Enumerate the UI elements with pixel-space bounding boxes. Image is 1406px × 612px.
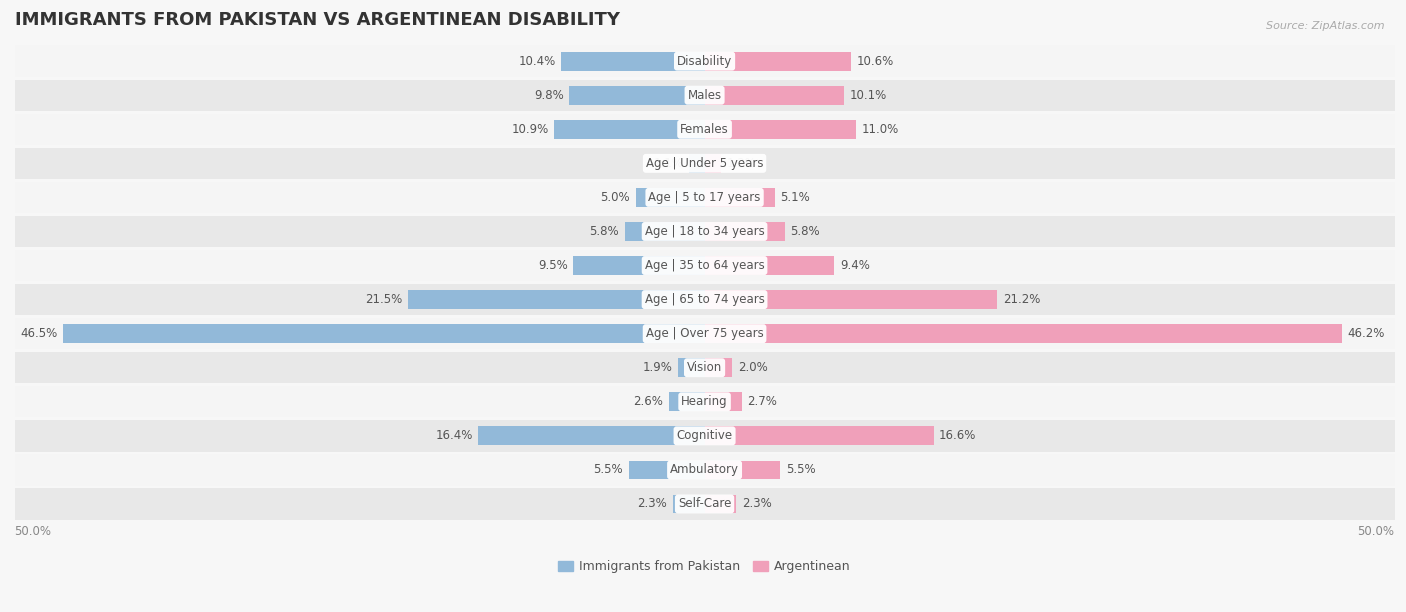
Text: Age | 65 to 74 years: Age | 65 to 74 years — [644, 293, 765, 306]
Bar — [704, 52, 851, 70]
Bar — [704, 256, 834, 275]
Bar — [561, 52, 704, 70]
Bar — [636, 188, 704, 207]
Text: 2.0%: 2.0% — [738, 361, 768, 374]
Bar — [704, 392, 742, 411]
Bar — [14, 182, 1395, 213]
Text: Hearing: Hearing — [682, 395, 728, 408]
Text: 1.9%: 1.9% — [643, 361, 673, 374]
Bar — [704, 222, 785, 241]
Text: 9.5%: 9.5% — [538, 259, 568, 272]
Text: 5.8%: 5.8% — [589, 225, 619, 238]
Text: 5.8%: 5.8% — [790, 225, 820, 238]
Bar — [574, 256, 704, 275]
Bar — [14, 386, 1395, 417]
Text: Disability: Disability — [676, 54, 733, 68]
Text: IMMIGRANTS FROM PAKISTAN VS ARGENTINEAN DISABILITY: IMMIGRANTS FROM PAKISTAN VS ARGENTINEAN … — [14, 11, 620, 29]
Bar — [14, 250, 1395, 281]
Bar — [14, 454, 1395, 485]
Text: 46.5%: 46.5% — [20, 327, 58, 340]
Text: 21.5%: 21.5% — [366, 293, 402, 306]
Bar — [14, 318, 1395, 349]
Text: 5.1%: 5.1% — [780, 191, 810, 204]
Bar — [14, 352, 1395, 383]
Bar — [704, 154, 721, 173]
Text: 50.0%: 50.0% — [1358, 525, 1395, 538]
Text: 9.4%: 9.4% — [839, 259, 870, 272]
Bar — [14, 216, 1395, 247]
Bar — [624, 222, 704, 241]
Text: 5.0%: 5.0% — [600, 191, 630, 204]
Text: Ambulatory: Ambulatory — [671, 463, 740, 476]
Text: 10.6%: 10.6% — [856, 54, 894, 68]
Bar — [14, 45, 1395, 77]
Bar — [704, 494, 737, 513]
Text: 2.3%: 2.3% — [637, 498, 668, 510]
Text: 5.5%: 5.5% — [786, 463, 815, 476]
Bar — [678, 359, 704, 377]
Text: 10.1%: 10.1% — [849, 89, 887, 102]
Text: Age | 35 to 64 years: Age | 35 to 64 years — [645, 259, 765, 272]
Text: 5.5%: 5.5% — [593, 463, 623, 476]
Bar — [704, 120, 856, 139]
Text: 16.4%: 16.4% — [436, 430, 472, 442]
Bar — [14, 114, 1395, 145]
Text: 2.6%: 2.6% — [633, 395, 664, 408]
Bar — [569, 86, 704, 105]
Bar — [408, 290, 704, 309]
Bar — [704, 86, 844, 105]
Text: 11.0%: 11.0% — [862, 123, 900, 136]
Text: Females: Females — [681, 123, 728, 136]
Bar — [14, 147, 1395, 179]
Text: Males: Males — [688, 89, 721, 102]
Bar — [704, 290, 997, 309]
Text: 1.2%: 1.2% — [727, 157, 756, 170]
Bar — [704, 188, 775, 207]
Text: Source: ZipAtlas.com: Source: ZipAtlas.com — [1267, 21, 1385, 31]
Bar — [14, 80, 1395, 111]
Text: 2.7%: 2.7% — [748, 395, 778, 408]
Bar — [704, 324, 1343, 343]
Text: Cognitive: Cognitive — [676, 430, 733, 442]
Bar — [14, 420, 1395, 452]
Text: 16.6%: 16.6% — [939, 430, 977, 442]
Legend: Immigrants from Pakistan, Argentinean: Immigrants from Pakistan, Argentinean — [553, 555, 856, 578]
Bar — [14, 284, 1395, 315]
Text: Age | Under 5 years: Age | Under 5 years — [645, 157, 763, 170]
Text: 10.9%: 10.9% — [512, 123, 548, 136]
Text: Vision: Vision — [688, 361, 723, 374]
Bar — [704, 427, 934, 445]
Text: Age | Over 75 years: Age | Over 75 years — [645, 327, 763, 340]
Text: 46.2%: 46.2% — [1347, 327, 1385, 340]
Bar — [14, 488, 1395, 520]
Text: 21.2%: 21.2% — [1002, 293, 1040, 306]
Bar — [704, 461, 780, 479]
Bar — [554, 120, 704, 139]
Text: 9.8%: 9.8% — [534, 89, 564, 102]
Text: Age | 18 to 34 years: Age | 18 to 34 years — [645, 225, 765, 238]
Bar — [704, 359, 733, 377]
Text: 2.3%: 2.3% — [742, 498, 772, 510]
Bar — [689, 154, 704, 173]
Text: Self-Care: Self-Care — [678, 498, 731, 510]
Bar — [669, 392, 704, 411]
Text: 1.1%: 1.1% — [654, 157, 683, 170]
Bar — [478, 427, 704, 445]
Text: 50.0%: 50.0% — [14, 525, 52, 538]
Bar — [628, 461, 704, 479]
Bar — [673, 494, 704, 513]
Bar — [63, 324, 704, 343]
Text: Age | 5 to 17 years: Age | 5 to 17 years — [648, 191, 761, 204]
Text: 10.4%: 10.4% — [519, 54, 555, 68]
